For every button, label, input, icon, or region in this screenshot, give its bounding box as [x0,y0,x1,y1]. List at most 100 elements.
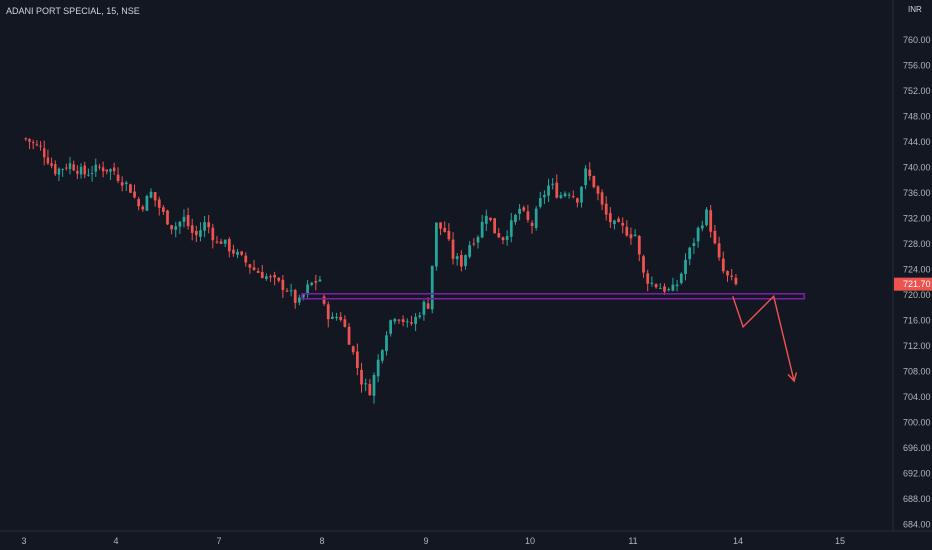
candle-body [646,273,650,284]
candle-body [459,255,463,267]
candle-body [592,176,596,188]
candle-body [260,271,264,279]
candle-body [31,142,35,144]
candle-body [166,210,169,225]
candle-body [244,255,248,263]
candle-body [692,243,696,246]
candle-body [68,163,72,169]
candle-body [468,245,472,257]
candle-body [248,264,252,268]
candle-body [667,289,671,291]
candle-body [57,168,61,175]
x-tick-label: 8 [319,536,324,546]
candle-body [364,383,368,385]
candle-body [331,316,334,319]
candle-body [174,226,178,230]
y-tick-label: 684.00 [903,520,931,530]
candle-body [555,182,559,198]
candle-body [190,225,194,233]
candle-body [76,170,79,174]
candle-body [522,207,526,211]
candle-body [219,241,223,244]
y-tick-label: 712.00 [903,341,931,351]
candle-body [79,166,83,175]
candle-body [306,284,309,294]
candle-body [227,239,231,252]
candle-body [650,282,654,284]
candle-body [162,207,165,212]
candle-body [289,290,293,292]
candle-body [149,191,153,198]
candle-body [401,319,405,323]
candle-body [472,243,476,245]
candle-body [580,186,583,203]
candle-layer [24,137,738,404]
candle-body [293,289,297,303]
candle-body [397,319,401,321]
candle-body [314,281,318,283]
candle-body [24,138,28,140]
candle-body [389,320,393,334]
candle-body [675,284,679,287]
candle-body [608,213,612,223]
candle-body [464,255,467,266]
candle-body [120,182,124,186]
candle-body [497,233,501,238]
candle-body [335,316,338,319]
candle-body [380,350,384,361]
y-tick-label: 692.00 [903,469,931,479]
candle-body [709,210,713,232]
candle-body [455,256,459,260]
projection-path[interactable] [732,294,795,382]
candle-body [137,199,141,207]
candle-body [61,169,64,171]
candle-body [447,230,451,240]
candle-body [211,227,215,241]
candle-body [326,304,330,320]
candle-body [596,186,600,194]
candle-body [430,265,434,310]
candle-body [252,267,256,270]
candle-body [207,222,211,228]
y-tick-label: 760.00 [903,35,931,45]
candle-body [199,230,202,237]
candle-body [588,169,592,176]
candle-body [90,173,94,175]
y-tick-label: 708.00 [903,367,931,377]
candle-body [94,164,97,172]
candle-body [567,194,571,196]
candle-body [109,169,112,172]
candle-body [322,296,326,304]
candle-body [203,222,206,231]
candle-body [734,277,738,285]
candle-body [186,215,190,227]
candle-body [547,185,550,196]
support-line[interactable] [301,292,806,300]
candle-body [509,220,513,237]
candle-body [170,225,173,230]
candle-body [50,163,53,166]
candle-body [633,234,637,236]
candle-body [116,174,120,181]
candle-body [435,222,438,267]
x-tick-label: 10 [525,536,535,546]
x-tick-label: 11 [628,536,637,546]
y-tick-label: 756.00 [903,61,931,71]
candle-body [65,167,68,169]
candle-body [717,243,721,258]
candle-body [39,145,42,147]
y-tick-label: 704.00 [903,392,931,402]
candle-body [368,384,372,396]
candle-body [281,279,285,290]
candle-body [232,249,235,254]
candle-body [451,239,455,259]
candle-body [385,335,388,352]
candle-body [372,374,376,396]
candle-body [133,191,136,198]
candle-body [83,165,86,175]
candle-body [489,217,492,221]
candle-body [418,315,422,317]
